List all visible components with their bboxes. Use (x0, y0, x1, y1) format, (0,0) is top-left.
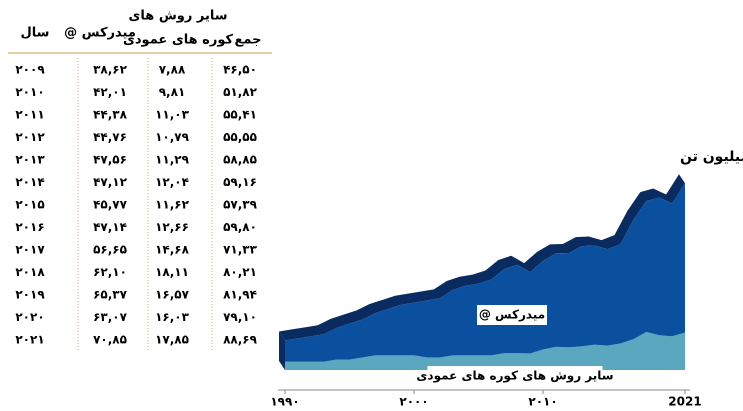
table-cell: ۴۴,۷۶ (93, 130, 127, 144)
table-cell: ۲۰۲۰ (15, 310, 44, 324)
table-cell: ۴۷,۵۶ (93, 153, 127, 167)
table-cell: ۶۲,۱۰ (93, 265, 127, 279)
table-cell: ۴۵,۷۷ (93, 198, 128, 212)
table-header: سال (21, 26, 50, 41)
table-cell: ۲۰۱۷ (15, 243, 45, 257)
x-tick-label: ۱۹۹۰ (270, 395, 299, 409)
table-cell: ۲۰۱۸ (15, 265, 45, 279)
table-cell: ۵۱,۸۲ (223, 85, 258, 99)
table-cell: ۱۰,۷۹ (155, 130, 190, 144)
table-cell: ۳۸,۶۲ (93, 63, 128, 77)
table-cell: ۸۰,۲۱ (223, 265, 257, 279)
table-cell: ۴۷,۱۲ (93, 175, 128, 189)
series-label: میدرکس @ (479, 308, 545, 322)
table-cell: ۲۰۱۶ (15, 220, 44, 234)
table-header: سایر روش های (129, 9, 228, 24)
annotation: ۸۸,۶۹ میلیون تن (680, 149, 743, 165)
table-cell: ۵۷,۳۹ (223, 198, 258, 212)
table-cell: ۴۶,۵۰ (223, 63, 257, 77)
table-cell: ۱۷,۸۵ (155, 333, 189, 347)
table-cell: ۷۱,۳۳ (223, 243, 258, 257)
table-cell: ۴۴,۳۸ (93, 108, 128, 122)
table-cell: ۲۰۲۱ (15, 333, 44, 347)
table-cell: ۱۶,۵۷ (155, 288, 190, 302)
table-header: جمع (235, 33, 262, 48)
area (285, 331, 685, 370)
table-cell: ۲۰۱۲ (15, 130, 45, 144)
table-cell: ۵۵,۵۵ (223, 130, 257, 144)
table-cell: ۸۸,۶۹ (223, 333, 258, 347)
table-cell: ۲۰۱۴ (15, 175, 44, 189)
table-cell: ۱۲,۰۴ (155, 175, 189, 189)
x-tick-label: ۲۰۰۰ (399, 395, 428, 409)
table-header: کوره های عمودی (123, 33, 234, 48)
table-cell: ۱۱,۰۳ (155, 108, 190, 122)
table-cell: ۴۷,۱۴ (93, 220, 127, 234)
label-box (427, 366, 603, 386)
table-cell: ۱۲,۶۶ (155, 220, 189, 234)
table-cell: ۱۴,۶۸ (155, 243, 190, 257)
table-cell: ۸۱,۹۴ (223, 288, 257, 302)
table-cell: ۲۰۰۹ (15, 63, 45, 77)
table-cell: ۵۵,۴۱ (223, 108, 257, 122)
table-cell: ۷,۸۸ (159, 63, 186, 77)
table-cell: ۱۱,۶۲ (155, 198, 190, 212)
table-cell: ۹,۸۱ (159, 85, 186, 99)
x-tick-label: ۲۰۱۰ (528, 395, 557, 409)
x-tick-label: 2021 (668, 395, 701, 409)
table-cell: ۱۶,۰۳ (155, 310, 190, 324)
table-cell: ۲۰۱۵ (15, 198, 44, 212)
table-cell: ۷۹,۱۰ (223, 310, 257, 324)
series-label: سایر روش های کوره های عمودی (416, 369, 613, 384)
table-cell: ۴۲,۰۱ (93, 85, 127, 99)
table-cell: ۱۱,۲۹ (155, 153, 190, 167)
table-cell: ۵۹,۸۰ (223, 220, 257, 234)
table-cell: ۱۸,۱۱ (155, 265, 189, 279)
area-side (279, 331, 285, 370)
table-cell: ۶۳,۰۷ (93, 310, 128, 324)
table-cell: ۵۶,۶۵ (93, 243, 127, 257)
table-cell: ۵۸,۸۵ (223, 153, 257, 167)
table-cell: ۲۰۱۹ (15, 288, 45, 302)
table-cell: ۲۰۱۰ (15, 85, 44, 99)
table-header: میدرکس @ (64, 26, 136, 41)
table-cell: ۲۰۱۳ (15, 153, 45, 167)
table-cell: ۲۰۱۱ (15, 108, 44, 122)
table-cell: ۷۰,۸۵ (93, 333, 127, 347)
table-cell: ۵۹,۱۶ (223, 175, 257, 189)
table-cell: ۶۵,۳۷ (93, 288, 128, 302)
area (285, 183, 685, 362)
label-box (477, 305, 547, 325)
